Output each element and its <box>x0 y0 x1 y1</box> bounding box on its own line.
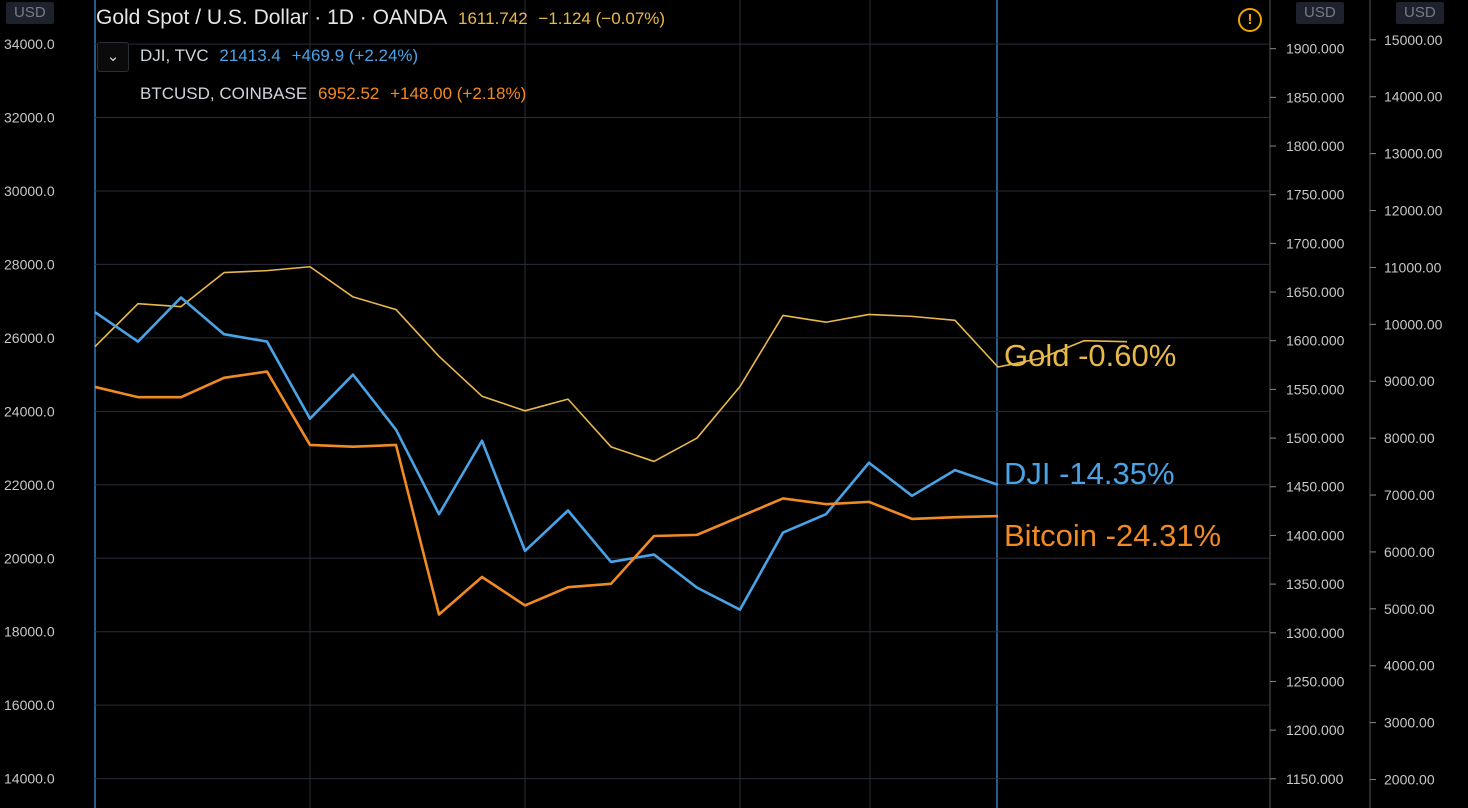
mid-axis-tick-label: 1400.000 <box>1286 527 1345 543</box>
mid-axis-tick-label: 1550.000 <box>1286 381 1345 397</box>
mid-axis-tick-label: 1150.000 <box>1286 771 1344 787</box>
legend-gold[interactable]: Gold Spot / U.S. Dollar · 1D · OANDA 161… <box>96 6 671 30</box>
right-axis-tick-label: 15000.00 <box>1384 32 1443 48</box>
right-axis-tick-label: 12000.00 <box>1384 203 1443 219</box>
left-axis-tick-label: 20000.0 <box>4 550 55 566</box>
left-axis-tick-label: 18000.0 <box>4 624 55 640</box>
right-axis-tick-label: 4000.00 <box>1384 658 1435 674</box>
gold-change: −1.124 (−0.07%) <box>538 9 666 28</box>
right-axis-tick-label: 9000.00 <box>1384 373 1435 389</box>
left-axis-tick-label: 32000.0 <box>4 110 55 126</box>
left-axis-tick-label: 26000.0 <box>4 330 55 346</box>
legend-dji[interactable]: DJI, TVC 21413.4 +469.9 (+2.24%) <box>140 46 424 66</box>
mid-axis-tick-label: 1450.000 <box>1286 479 1345 495</box>
currency-badge-left[interactable]: USD <box>6 2 54 24</box>
btc-symbol: BTCUSD, COINBASE <box>140 84 308 103</box>
mid-axis-tick-label: 1800.000 <box>1286 138 1345 154</box>
mid-axis-tick-label: 1650.000 <box>1286 284 1345 300</box>
right-axis-tick-label: 11000.00 <box>1384 259 1442 275</box>
series-line-bitcoin <box>94 370 999 616</box>
left-axis-tick-label: 34000.0 <box>4 36 55 52</box>
series-line-dji <box>94 296 999 611</box>
right-axis-tick-label: 7000.00 <box>1384 487 1435 503</box>
gold-annotation: Gold -0.60% <box>1004 338 1177 373</box>
gold-last-value: 1611.742 <box>458 9 528 28</box>
bitcoin-annotation: Bitcoin -24.31% <box>1004 518 1222 553</box>
chevron-down-icon: ⌄ <box>106 48 120 65</box>
mid-axis-tick-label: 1700.000 <box>1286 235 1345 251</box>
series-lines <box>94 265 1128 616</box>
dji-annotation: DJI -14.35% <box>1004 456 1175 491</box>
mid-axis-tick-label: 1200.000 <box>1286 722 1345 738</box>
mid-axis-tick-label: 1350.000 <box>1286 576 1345 592</box>
axis-labels: 34000.0 32000.0 30000.0 28000.0 26000.0 24000… <box>4 32 1443 788</box>
symbol-title: Gold Spot / U.S. Dollar · 1D · OANDA <box>96 6 448 29</box>
btc-last-value: 6952.52 <box>317 84 380 103</box>
mid-axis-tick-label: 1250.000 <box>1286 673 1345 689</box>
right-axis-tick-label: 2000.00 <box>1384 772 1435 788</box>
left-axis-tick-label: 14000.0 <box>4 771 55 787</box>
btc-change: +148.00 (+2.18%) <box>390 84 527 103</box>
right-axis-tick-label: 14000.00 <box>1384 89 1443 105</box>
dji-change: +469.9 (+2.24%) <box>291 46 419 65</box>
mid-axis-tick-label: 1500.000 <box>1286 430 1345 446</box>
left-axis-tick-label: 30000.0 <box>4 183 55 199</box>
right-axis-tick-label: 6000.00 <box>1384 544 1435 560</box>
mid-axis-tick-label: 1300.000 <box>1286 625 1345 641</box>
left-axis-tick-label: 28000.0 <box>4 256 55 272</box>
right-axis-tick-label: 13000.00 <box>1384 146 1443 162</box>
dji-last-value: 21413.4 <box>219 46 281 65</box>
right-axis-tick-label: 8000.00 <box>1384 430 1435 446</box>
mid-axis-tick-label: 1750.000 <box>1286 187 1345 203</box>
collapse-legend-button[interactable]: ⌄ <box>97 42 129 72</box>
mid-axis-tick-label: 1900.000 <box>1286 41 1345 57</box>
currency-badge-right[interactable]: USD <box>1396 2 1444 24</box>
dji-symbol: DJI, TVC <box>140 46 209 65</box>
legend-btc[interactable]: BTCUSD, COINBASE 6952.52 +148.00 (+2.18%… <box>140 84 532 104</box>
series-line-gold <box>94 265 1128 463</box>
mid-axis-tick-label: 1600.000 <box>1286 333 1345 349</box>
left-axis-tick-label: 24000.0 <box>4 403 55 419</box>
right-axis-tick-label: 5000.00 <box>1384 601 1435 617</box>
mid-axis-tick-label: 1850.000 <box>1286 89 1345 105</box>
exclamation-circle-icon[interactable]: ! <box>1238 8 1262 32</box>
left-axis-tick-label: 22000.0 <box>4 477 55 493</box>
grid-lines <box>94 0 1371 808</box>
right-axis-tick-label: 3000.00 <box>1384 715 1435 731</box>
currency-badge-mid[interactable]: USD <box>1296 2 1344 24</box>
left-axis-tick-label: 16000.0 <box>4 697 55 713</box>
right-axis-tick-label: 10000.00 <box>1384 316 1443 332</box>
